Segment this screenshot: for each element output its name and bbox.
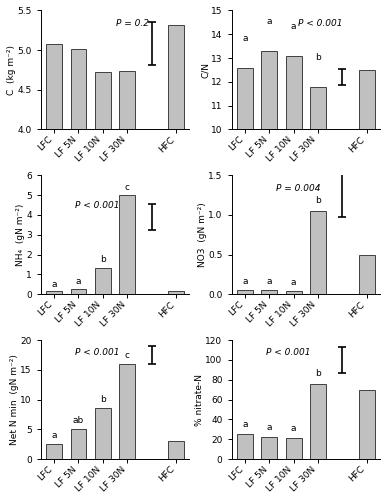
Text: b: b bbox=[100, 396, 106, 404]
Text: a: a bbox=[51, 280, 57, 289]
Bar bbox=[359, 254, 375, 294]
Text: a: a bbox=[242, 420, 248, 430]
Bar bbox=[46, 292, 62, 294]
Bar bbox=[70, 430, 86, 459]
Text: a: a bbox=[267, 424, 272, 432]
Text: b: b bbox=[100, 256, 106, 264]
Text: b: b bbox=[315, 52, 321, 62]
Bar bbox=[359, 70, 375, 368]
Y-axis label: Net N min  (gN m⁻²): Net N min (gN m⁻²) bbox=[10, 354, 19, 445]
Text: b: b bbox=[315, 196, 321, 204]
Y-axis label: NH₄  (gN m⁻²): NH₄ (gN m⁻²) bbox=[15, 204, 24, 266]
Text: a: a bbox=[267, 278, 272, 286]
Y-axis label: % nitrate-N: % nitrate-N bbox=[195, 374, 204, 426]
Bar bbox=[119, 70, 135, 446]
Text: b: b bbox=[315, 368, 321, 378]
Text: a: a bbox=[291, 424, 296, 434]
Text: a: a bbox=[242, 278, 248, 286]
Text: a: a bbox=[76, 277, 81, 286]
Text: P < 0.001: P < 0.001 bbox=[75, 348, 120, 358]
Bar bbox=[237, 68, 253, 368]
Text: a: a bbox=[291, 278, 296, 287]
Text: P = 0.2: P = 0.2 bbox=[116, 19, 149, 28]
Text: P < 0.001: P < 0.001 bbox=[266, 348, 310, 358]
Bar bbox=[95, 268, 111, 294]
Text: ab: ab bbox=[73, 416, 84, 425]
Bar bbox=[168, 441, 184, 459]
Bar bbox=[119, 364, 135, 459]
Bar bbox=[237, 290, 253, 294]
Text: P = 0.004: P = 0.004 bbox=[276, 184, 320, 192]
Bar bbox=[95, 408, 111, 459]
Text: c: c bbox=[125, 182, 130, 192]
Bar bbox=[310, 384, 326, 459]
Bar bbox=[237, 434, 253, 459]
Bar bbox=[310, 86, 326, 368]
Bar bbox=[46, 444, 62, 459]
Bar bbox=[261, 437, 277, 459]
Y-axis label: NO3  (gN m⁻²): NO3 (gN m⁻²) bbox=[198, 202, 207, 267]
Bar bbox=[310, 211, 326, 294]
Bar bbox=[359, 390, 375, 459]
Bar bbox=[70, 50, 86, 446]
Bar bbox=[286, 438, 301, 459]
Bar bbox=[286, 291, 301, 294]
Bar bbox=[168, 24, 184, 446]
Text: a: a bbox=[267, 17, 272, 26]
Y-axis label: C  (kg m⁻²): C (kg m⁻²) bbox=[7, 45, 16, 95]
Bar bbox=[46, 44, 62, 446]
Bar bbox=[70, 288, 86, 294]
Text: P < 0.001: P < 0.001 bbox=[75, 202, 120, 210]
Text: a: a bbox=[242, 34, 248, 42]
Text: P < 0.001: P < 0.001 bbox=[298, 19, 343, 28]
Bar bbox=[95, 72, 111, 446]
Bar bbox=[261, 51, 277, 368]
Y-axis label: C/N: C/N bbox=[200, 62, 210, 78]
Bar bbox=[286, 56, 301, 368]
Text: c: c bbox=[125, 350, 130, 360]
Text: a: a bbox=[291, 22, 296, 30]
Text: a: a bbox=[51, 431, 57, 440]
Bar bbox=[261, 290, 277, 294]
Bar bbox=[168, 291, 184, 294]
Bar bbox=[119, 195, 135, 294]
